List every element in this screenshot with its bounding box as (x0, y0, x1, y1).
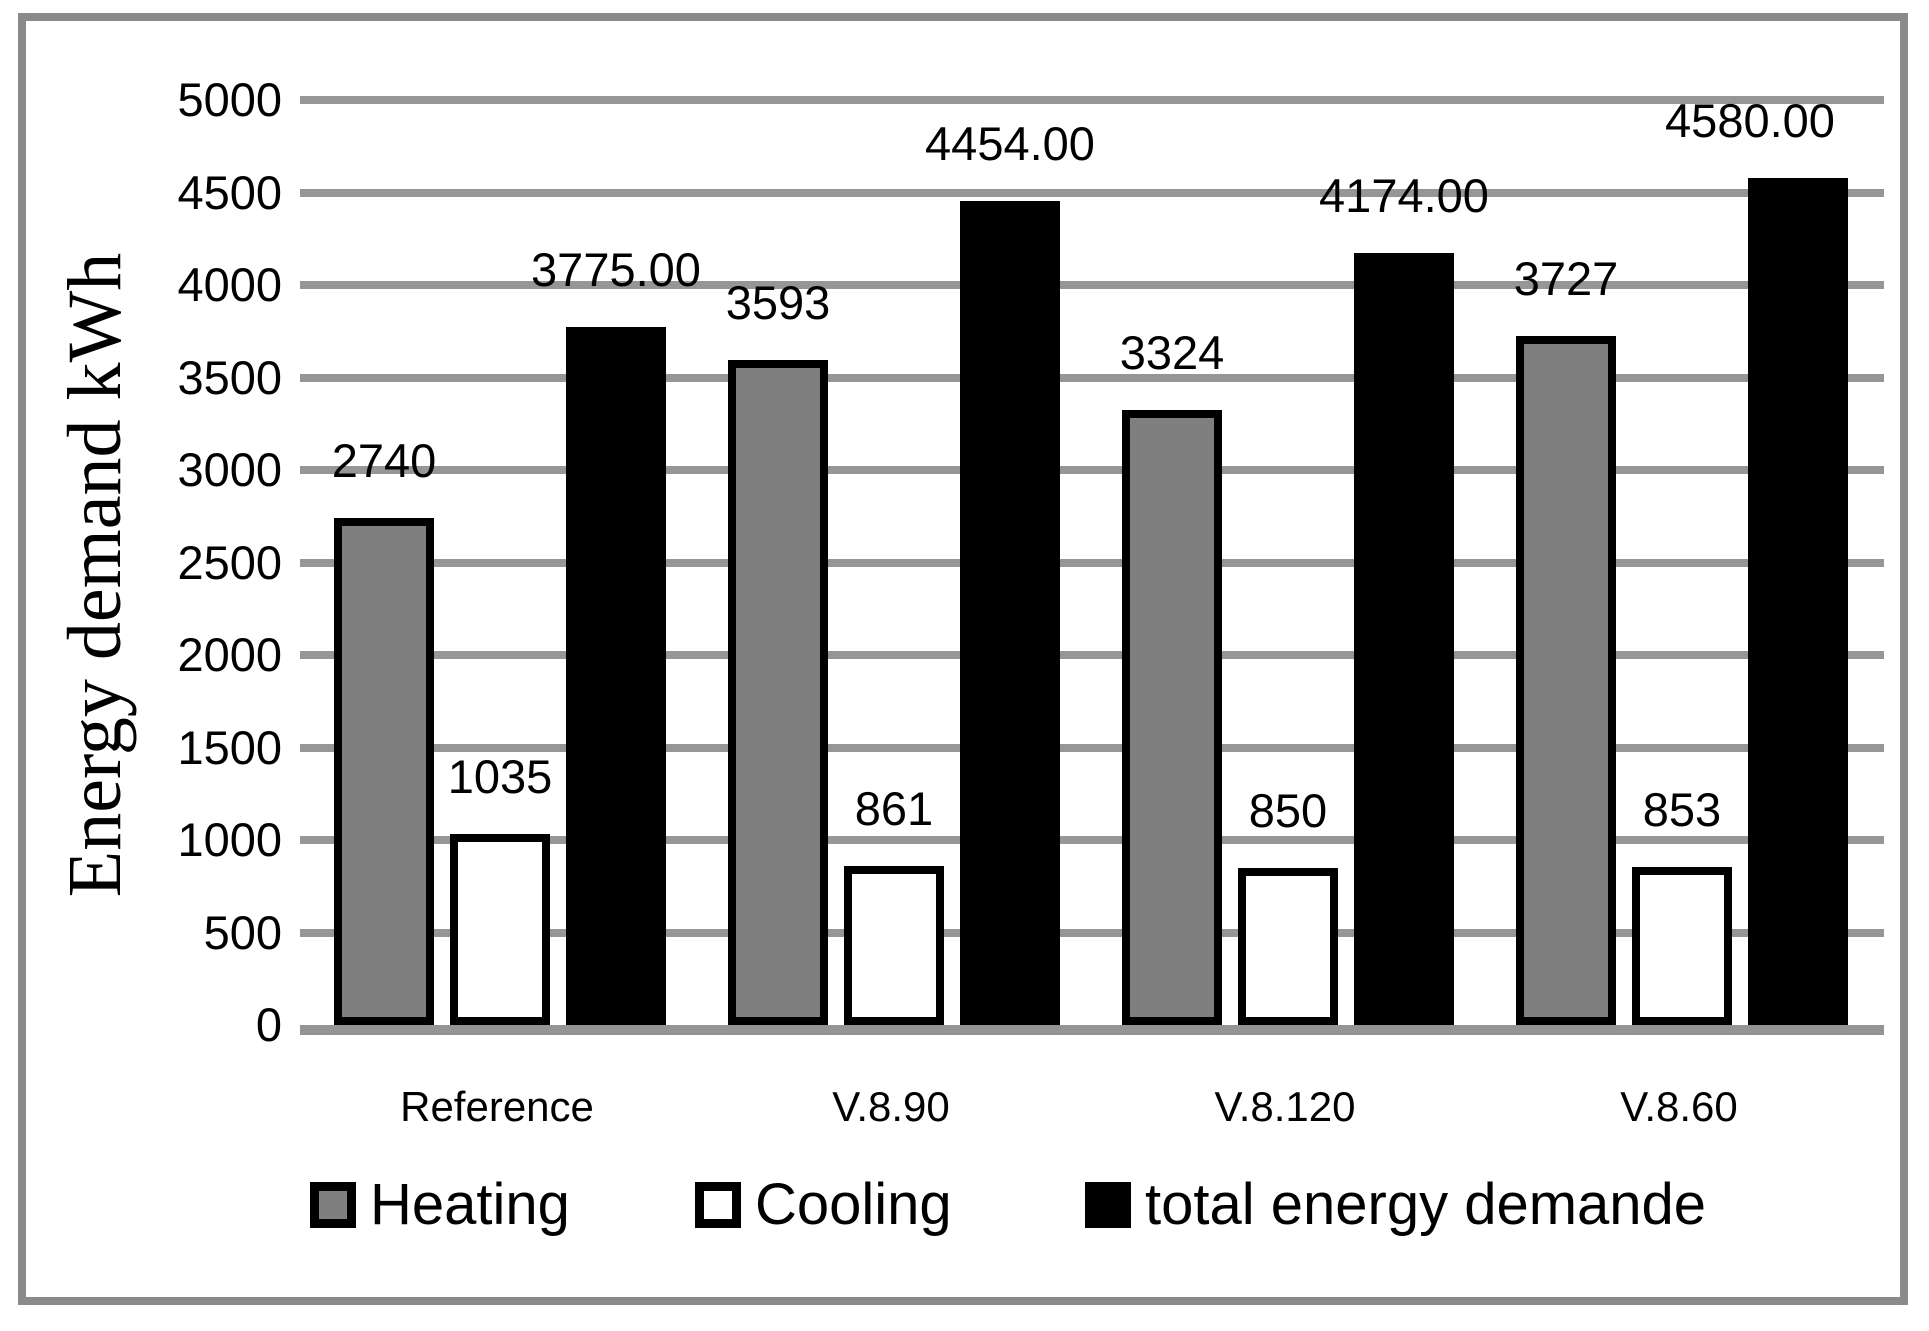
x-category-label-reference: Reference (400, 1083, 594, 1130)
y-tick-label: 1500 (177, 720, 282, 774)
gridline (300, 281, 1884, 289)
bar-value-label: 3727 (1513, 252, 1619, 305)
bar-cooling-v.8.120 (1238, 868, 1338, 1025)
y-tick-label: 4000 (177, 258, 282, 311)
gridline (300, 188, 1884, 197)
bar-heating-reference (334, 518, 434, 1025)
bar-value-label: 1035 (447, 750, 553, 803)
bar-value-label: 3593 (725, 276, 831, 329)
gridline (300, 836, 1884, 844)
bar-heating-v.8.60 (1516, 336, 1616, 1025)
bar-cooling-v.8.60 (1632, 867, 1732, 1025)
y-tick-label: 3500 (177, 350, 282, 404)
legend-swatch-total (1085, 1182, 1131, 1228)
bar-total-v.8.60 (1748, 178, 1848, 1025)
bar-total-v.8.90 (960, 201, 1060, 1025)
legend-label-heating: Heating (370, 1172, 570, 1237)
bar-value-label: 4454.00 (925, 117, 1095, 170)
x-category-label-v.8.90: V.8.90 (832, 1083, 950, 1130)
legend-swatch-heating (310, 1182, 356, 1228)
x-category-label-v.8.120: V.8.120 (1214, 1083, 1356, 1130)
bar-total-reference (566, 327, 666, 1025)
gridline (300, 558, 1884, 567)
legend-label-total: total energy demande (1145, 1172, 1707, 1237)
gridline (300, 466, 1884, 474)
legend-swatch-cooling (695, 1182, 741, 1228)
bar-value-label: 3324 (1119, 326, 1225, 379)
y-tick-label: 2500 (177, 535, 282, 589)
legend-label-cooling: Cooling (755, 1172, 952, 1237)
bar-value-label: 4174.00 (1319, 169, 1489, 222)
bar-value-label: 3775.00 (531, 243, 701, 296)
y-tick-label: 5000 (177, 73, 282, 126)
y-tick-label: 500 (203, 905, 282, 959)
gridline (300, 651, 1884, 659)
y-tick-label: 1000 (177, 813, 282, 866)
gridline (300, 373, 1884, 382)
gridline (300, 743, 1884, 752)
y-tick-label: 2000 (177, 628, 282, 681)
y-tick-label: 4500 (177, 165, 282, 219)
bar-value-label: 861 (854, 782, 934, 835)
bar-cooling-v.8.90 (844, 866, 944, 1025)
gridline (300, 928, 1884, 937)
bar-heating-v.8.120 (1122, 410, 1222, 1025)
y-tick-label: 0 (255, 998, 282, 1051)
bar-value-label: 850 (1248, 784, 1328, 837)
gridline (300, 96, 1884, 104)
bar-heating-v.8.90 (728, 360, 828, 1025)
bar-value-label: 2740 (331, 434, 437, 487)
y-tick-label: 3000 (177, 443, 282, 496)
x-axis-line (300, 1025, 1884, 1035)
bar-value-label: 853 (1642, 783, 1722, 836)
bar-cooling-reference (450, 834, 550, 1025)
x-category-label-v.8.60: V.8.60 (1620, 1083, 1738, 1130)
bar-value-label: 4580.00 (1665, 94, 1835, 147)
bar-total-v.8.120 (1354, 253, 1454, 1025)
